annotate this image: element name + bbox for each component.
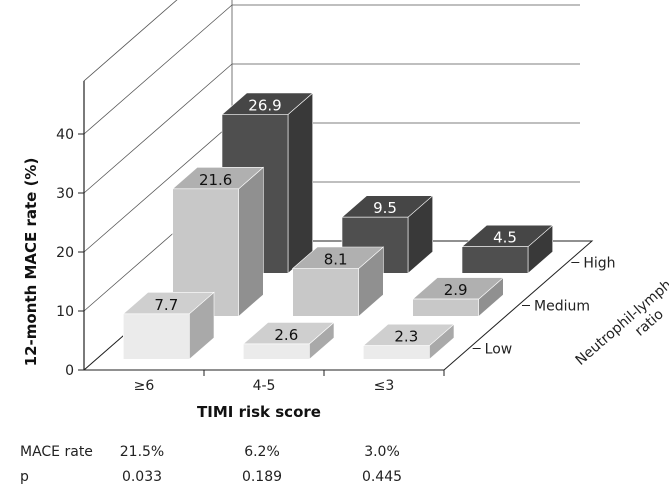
bar-side-face [238,166,264,317]
bar-front-face [172,188,239,317]
bar-front-face [243,343,310,360]
bar-front-face [362,345,430,360]
bar-value-label: 4.5 [493,229,517,247]
table-cell: 0.189 [242,469,282,485]
y-axis-label: 12-month MACE rate (%) [22,158,40,367]
bar-medium-1: 8.1 [291,246,385,317]
bar-value-label: 2.6 [274,326,298,344]
bar-low-1: 2.6 [242,321,335,360]
side-wall-gridline-30 [83,63,233,194]
series-label-high: High [583,256,615,272]
x-tick-label: ≥6 [134,378,155,394]
side-wall-top-edge [83,0,178,82]
x-axis-label: TIMI risk score [197,403,321,421]
chart-bars: 26.9 9.5 4.5 21.6 8.1 2.9 7.7 2.6 2.3 [122,92,554,360]
bar-front-face [292,268,360,317]
bar-value-label: 7.7 [154,296,178,314]
side-wall-gridline-20 [83,122,233,253]
series-label-low: Low [485,342,513,358]
x-tick-label: 4-5 [253,378,276,394]
bar-front-face [461,246,529,274]
bar-medium-0: 21.6 [171,166,265,317]
bar-value-label: 21.6 [199,171,232,189]
summary-table: MACE rate 21.5% 6.2% 3.0% p 0.033 0.189 0.445 [20,444,402,485]
bar-medium-2: 2.9 [411,276,505,317]
y-tick-label: 0 [65,363,74,379]
table-row-label: MACE rate [20,444,93,460]
bar-value-label: 26.9 [248,97,281,115]
x-tick-label: ≤3 [374,378,395,394]
bar-value-label: 8.1 [324,250,348,268]
y-tick-label: 40 [56,127,74,143]
table-cell: 3.0% [364,444,400,460]
bar-value-label: 2.3 [394,328,418,346]
bar-side-face [287,92,314,274]
y-tick-label: 20 [56,245,74,261]
table-row-label: p [20,469,29,485]
series-label-medium: Medium [534,299,590,315]
bar-front-face [123,313,190,360]
bar-high-2: 4.5 [461,224,554,274]
bar-value-label: 9.5 [373,199,397,217]
side-wall-gridline-40 [83,4,233,135]
table-cell: 21.5% [120,444,164,460]
table-cell: 0.033 [122,469,162,485]
table-cell: 0.445 [362,469,402,485]
bar-low-0: 7.7 [122,291,215,360]
y-tick-label: 30 [56,186,74,202]
bar-front-face [412,298,480,317]
bar-value-label: 2.9 [444,281,468,299]
bar-low-2: 2.3 [362,323,455,360]
y-tick-label: 10 [56,304,74,320]
table-cell: 6.2% [244,444,280,460]
